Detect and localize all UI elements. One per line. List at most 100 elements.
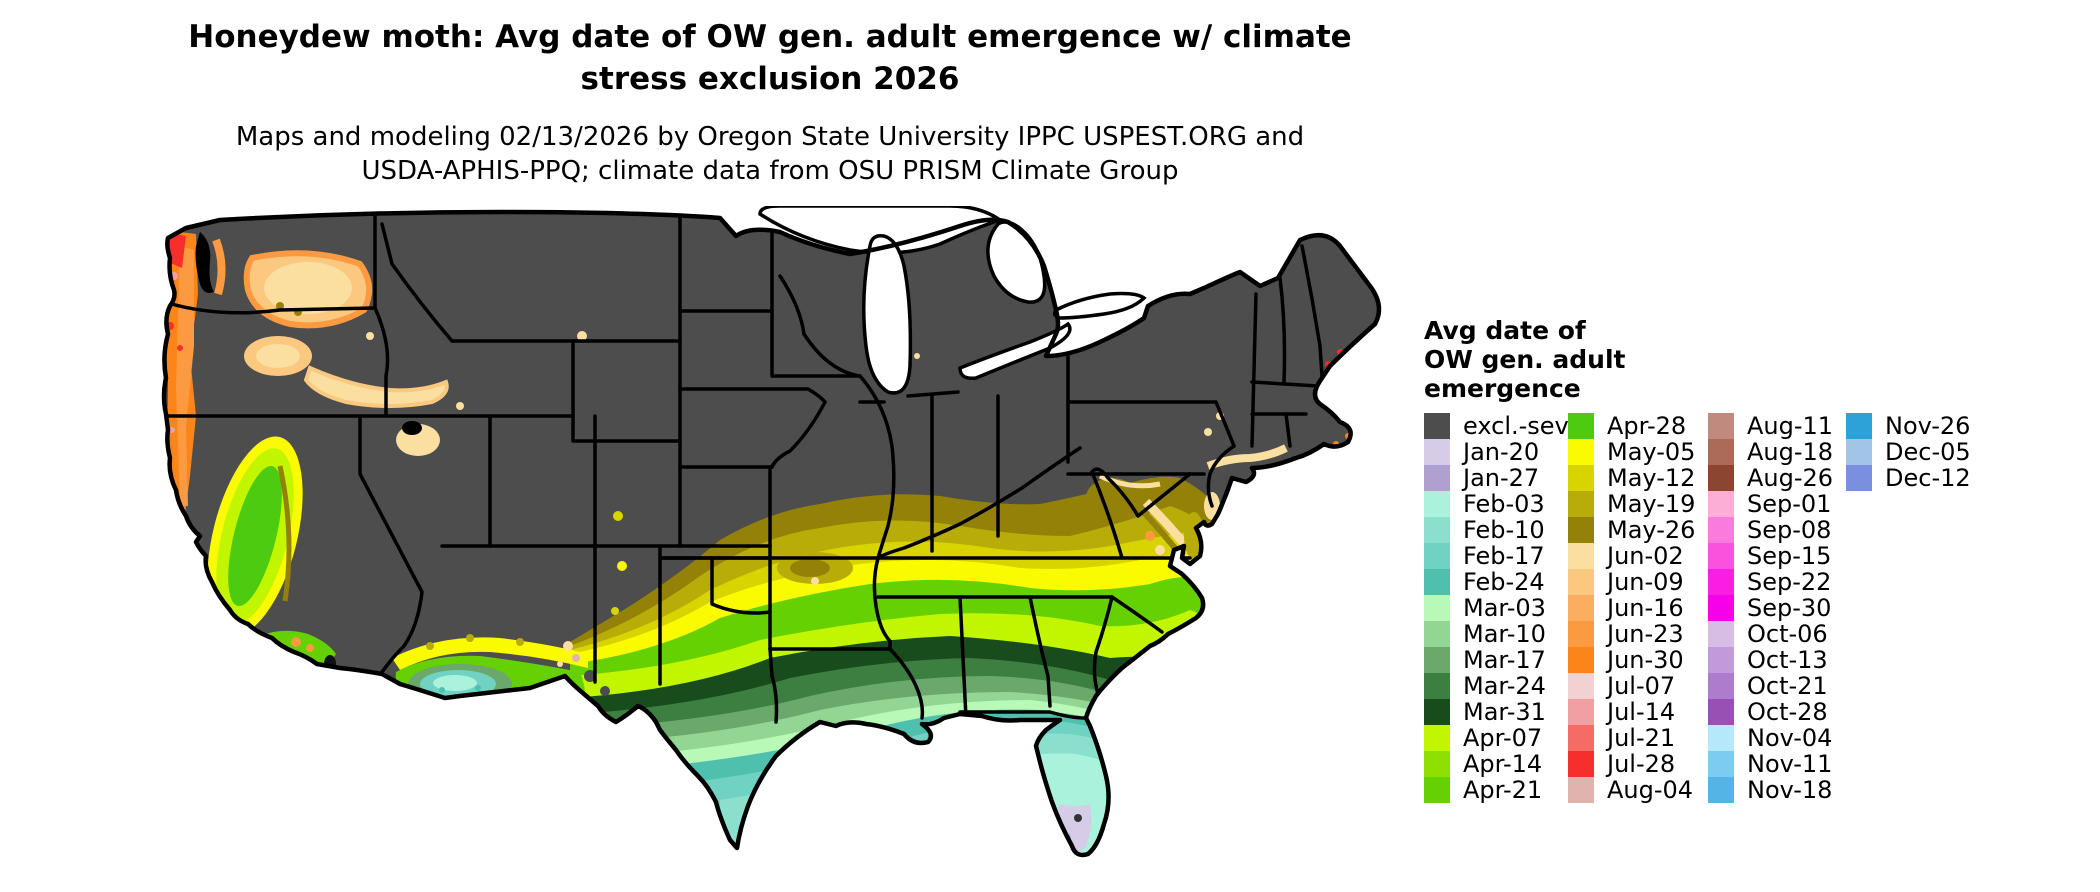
map-central-valley [207, 436, 303, 636]
great-lakes [758, 204, 1147, 395]
legend-item: Apr-28 [1568, 412, 1708, 440]
legend-columns: excl.-sev. Jan-20 Jan-27 Feb-03 Feb-10 Feb-17… [1424, 412, 2084, 804]
map-wtx-tan [563, 641, 573, 651]
legend-label: Apr-14 [1463, 750, 1543, 778]
legend-label: Jun-09 [1607, 568, 1684, 596]
map-az-darkteal2 [475, 685, 481, 691]
legend-item: Mar-03 [1424, 594, 1568, 622]
legend-swatch [1846, 439, 1872, 465]
legend-label: Feb-24 [1463, 568, 1545, 596]
legend-swatch [1568, 517, 1594, 543]
map-smokies-orange [1145, 531, 1155, 541]
legend-item: Oct-28 [1708, 698, 1846, 726]
legend-label: May-19 [1607, 490, 1696, 518]
legend-label: May-12 [1607, 464, 1696, 492]
map-li-sound-tan [1206, 444, 1288, 470]
legend-label: Oct-28 [1747, 698, 1828, 726]
legend-item: May-12 [1568, 464, 1708, 492]
legend-label: Aug-18 [1747, 438, 1834, 466]
legend-item: Nov-04 [1708, 724, 1846, 752]
map-az-darkteal1 [439, 687, 445, 693]
map-basin-olive1 [276, 302, 284, 310]
legend-swatch [1708, 621, 1734, 647]
legend-label: Oct-13 [1747, 646, 1828, 674]
legend-item: Jun-30 [1568, 646, 1708, 674]
legend-item: Feb-10 [1424, 516, 1568, 544]
legend-swatch [1708, 725, 1734, 751]
legend-item: May-19 [1568, 490, 1708, 518]
legend-swatch [1568, 465, 1594, 491]
map-columbia-core [264, 262, 352, 314]
legend-swatch [1424, 465, 1450, 491]
legend-swatch [1424, 621, 1450, 647]
map-title-line2: stress exclusion 2026 [580, 61, 960, 97]
legend-swatch [1708, 413, 1734, 439]
legend-item: Mar-10 [1424, 620, 1568, 648]
lake-ontario [1052, 291, 1147, 320]
legend-item: Sep-01 [1708, 490, 1846, 518]
legend-swatch [1568, 491, 1594, 517]
legend-column-4: Nov-26 Dec-05 Dec-12 [1846, 412, 1976, 803]
map-az-olive2 [466, 634, 474, 642]
legend-swatch [1708, 699, 1734, 725]
legend-label: Feb-03 [1463, 490, 1545, 518]
legend-label: Sep-30 [1747, 594, 1832, 622]
legend-label: Aug-11 [1747, 412, 1834, 440]
map-socal-orange1 [291, 637, 301, 647]
map-az-olive3 [516, 638, 524, 646]
legend-item: Mar-31 [1424, 698, 1568, 726]
legend-item: Jun-02 [1568, 542, 1708, 570]
legend-label: Nov-18 [1747, 776, 1833, 804]
legend-item: Aug-11 [1708, 412, 1846, 440]
legend-label: Feb-10 [1463, 516, 1545, 544]
legend-item: Mar-17 [1424, 646, 1568, 674]
lake-superior [758, 204, 1004, 255]
legend-item: Feb-24 [1424, 568, 1568, 596]
legend-item: Jan-27 [1424, 464, 1568, 492]
map-ozark-dark [790, 559, 830, 577]
us-map [160, 204, 1400, 868]
map-wtx-tan2 [557, 661, 563, 667]
legend-item: May-05 [1568, 438, 1708, 466]
legend-swatch [1708, 673, 1734, 699]
legend-swatch [1708, 569, 1734, 595]
map-wtx-gray2 [600, 686, 610, 696]
legend-swatch [1846, 465, 1872, 491]
map-title-line1: Honeydew moth: Avg date of OW gen. adult… [188, 19, 1352, 55]
legend-swatch [1424, 413, 1450, 439]
map-pa-valley-tan [1098, 473, 1161, 489]
legend-label: Nov-04 [1747, 724, 1833, 752]
legend-title: Avg date of OW gen. adult emergence [1424, 316, 2084, 403]
legend-item: Jul-28 [1568, 750, 1708, 778]
legend-item: Aug-26 [1708, 464, 1846, 492]
legend-swatch [1424, 517, 1450, 543]
legend-swatch [1708, 595, 1734, 621]
legend-swatch [1568, 725, 1594, 751]
legend-swatch [1568, 543, 1594, 569]
legend-swatch [1568, 699, 1594, 725]
legend: Avg date of OW gen. adult emergence excl… [1424, 316, 2084, 804]
lake-michigan [862, 233, 913, 395]
legend-label: Dec-05 [1885, 438, 1971, 466]
map-snake-plain [303, 365, 449, 408]
legend-label: Feb-17 [1463, 542, 1545, 570]
legend-label: Apr-28 [1607, 412, 1687, 440]
legend-label: Jan-20 [1463, 438, 1540, 466]
legend-swatch [1568, 439, 1594, 465]
legend-item: May-26 [1568, 516, 1708, 544]
legend-label: Oct-06 [1747, 620, 1828, 648]
legend-item: Jun-09 [1568, 568, 1708, 596]
legend-label: Oct-21 [1747, 672, 1828, 700]
legend-swatch [1708, 543, 1734, 569]
legend-item: Mar-24 [1424, 672, 1568, 700]
legend-swatch [1708, 439, 1734, 465]
legend-item: Dec-05 [1846, 438, 1976, 466]
map-or-pink-speck [169, 427, 175, 433]
legend-column-1: excl.-sev. Jan-20 Jan-27 Feb-03 Feb-10 Feb-17… [1424, 412, 1575, 804]
legend-item: Jul-14 [1568, 698, 1708, 726]
legend-column-3: Aug-11 Aug-18 Aug-26 Sep-01 Sep-08 Sep-15 Sep-… [1708, 412, 1846, 804]
legend-swatch [1568, 595, 1594, 621]
map-frontrange-speck2 [617, 561, 627, 571]
lake-erie [958, 321, 1072, 381]
